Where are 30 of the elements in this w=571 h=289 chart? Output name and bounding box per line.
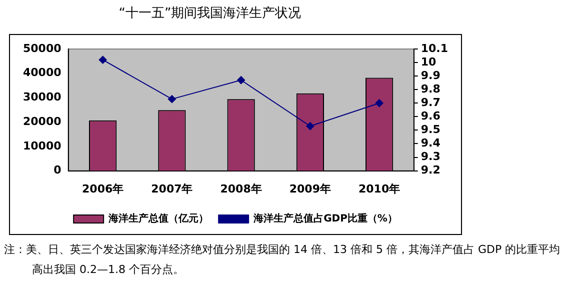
point	[98, 56, 107, 64]
y-tick-label: 40000	[22, 66, 62, 80]
y2-tick-label: 9.7	[420, 96, 440, 109]
y2-tick-label: 9.8	[420, 82, 440, 96]
x-tick-label: 2010年	[358, 182, 400, 196]
point	[306, 122, 314, 130]
y-tick-label: 0	[54, 164, 62, 177]
y2-tick-label: 10.1	[420, 42, 448, 55]
y2-tick-label: 9.5	[420, 123, 440, 136]
y2-tick-label: 10	[420, 55, 437, 68]
y2-tick-label: 9.4	[420, 136, 441, 150]
legend-label: 海洋生产总值（亿元）	[108, 212, 209, 225]
x-tick-label: 2007年	[151, 182, 193, 196]
y2-tick-label: 9.6	[420, 110, 441, 123]
x-tick-label: 2006年	[82, 182, 124, 196]
y2-tick-label: 9.3	[420, 150, 440, 164]
point	[237, 76, 246, 84]
point	[168, 95, 176, 104]
chart-title: “十一五”期间我国海洋生产状况	[118, 5, 302, 22]
y-tick-label: 50000	[22, 42, 62, 55]
legend-label: 海洋生产总值占GDP比重（%）	[252, 212, 398, 225]
x-tick-label: 2008年	[220, 182, 262, 196]
y-tick-label: 20000	[22, 114, 62, 128]
text: 注：美、日、英三个发达国家海洋经济绝对值分别是我国的 14 倍、13 倍和 5 倍，其海洋产值占 GDP 的比重平均高出我国 0.2—1.8 个百分点。	[4, 242, 562, 278]
point	[375, 99, 384, 108]
y2-tick-label: 9.9	[420, 68, 440, 82]
y-tick-label: 30000	[22, 90, 62, 104]
y-tick-label: 10000	[22, 139, 62, 152]
x-tick-label: 2009年	[289, 182, 331, 196]
y2-tick-label: 9.2	[420, 164, 440, 177]
